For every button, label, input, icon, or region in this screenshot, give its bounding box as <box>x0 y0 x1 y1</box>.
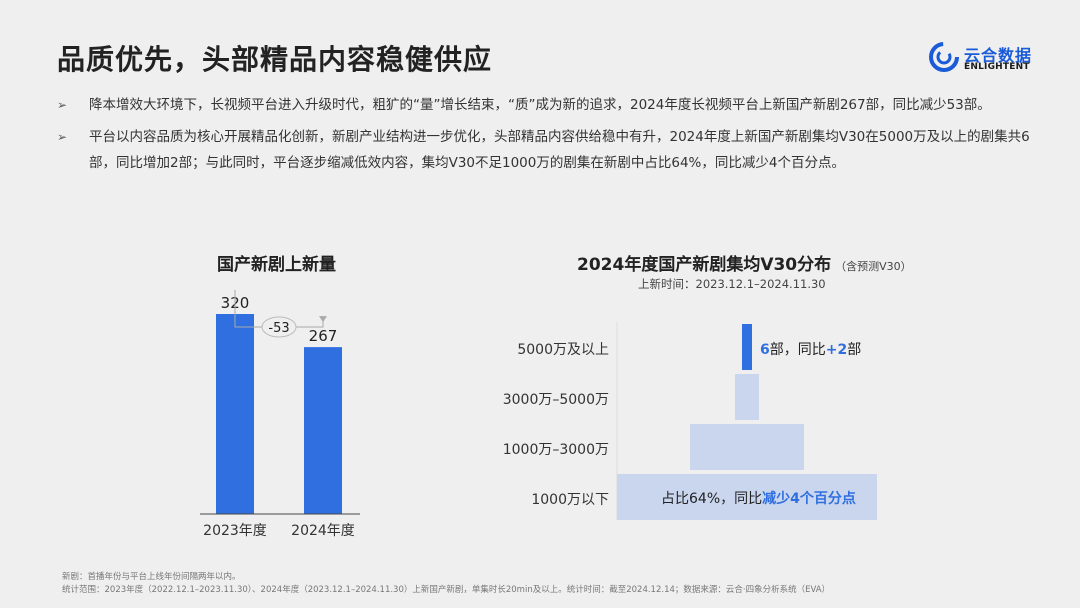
bullet-text-2: 平台以内容品质为核心开展精品化创新，新剧产业结构进一步优化，头部精品内容供给稳中… <box>89 129 1030 171</box>
logo-circle-icon <box>929 42 959 72</box>
annotation-top: 6部，同比+2部 <box>760 342 861 358</box>
y-tick-label: 1000万–3000万 <box>503 442 609 458</box>
x-tick-label: 2024年度 <box>291 523 355 539</box>
x-tick-label: 2023年度 <box>203 523 267 539</box>
funnel-bar-3 <box>690 424 804 470</box>
annotation-bottom-part: 减少4个百分点 <box>762 490 856 507</box>
funnel-bar-2 <box>735 374 759 420</box>
arrow-bullet-icon: ➢ <box>57 130 68 144</box>
arrow-bullet-icon: ➢ <box>57 98 68 112</box>
footer-notes: 新剧：首播年份与平台上线年份间隔两年以内。 统计范围：2023年度（2022.1… <box>62 571 830 597</box>
funnel-bar-4 <box>617 474 877 520</box>
diff-badge <box>261 316 297 338</box>
summary-bullets: ➢ 降本增效大环境下，长视频平台进入升级时代，粗犷的“量”增长结束，“质”成为新… <box>57 92 1037 182</box>
footer-line-1: 新剧：首播年份与平台上线年份间隔两年以内。 <box>62 572 241 582</box>
bullet-item-2: ➢ 平台以内容品质为核心开展精品化创新，新剧产业结构进一步优化，头部精品内容供给… <box>57 124 1037 176</box>
annotation-bottom-part: 占比64%，同比 <box>661 491 762 507</box>
bullet-text-1: 降本增效大环境下，长视频平台进入升级时代，粗犷的“量”增长结束，“质”成为新的追… <box>89 97 991 113</box>
y-tick-label: 5000万及以上 <box>517 342 609 358</box>
funnel-bar-1 <box>742 324 752 370</box>
left-chart-title: 国产新剧上新量 <box>217 255 336 275</box>
right-chart-title-main: 2024年度国产新剧集均V30分布 <box>577 255 832 275</box>
right-chart-title-note: （含预测V30） <box>835 260 912 273</box>
annotation-top-part: +2 <box>826 342 847 358</box>
bar-2024年度 <box>304 347 342 514</box>
right-chart-subtitle: 上新时间：2023.12.1–2024.11.30 <box>638 277 826 291</box>
y-tick-label: 1000万以下 <box>531 492 609 508</box>
footer-line-2: 统计范围：2023年度（2022.12.1–2023.11.30）、2024年度… <box>62 585 831 595</box>
logo-name-cn: 云合数据 <box>964 46 1033 65</box>
logo-name-en: ENLIGHTENT <box>964 62 1030 72</box>
right-chart-title: 2024年度国产新剧集均V30分布 （含预测V30） <box>577 250 912 275</box>
bar-2023年度 <box>216 314 254 514</box>
annotation-top-part: 部，同比 <box>770 342 826 358</box>
annotation-top-part: 6 <box>760 342 770 358</box>
brand-logo: 云合数据 ENLIGHTENT <box>928 41 1048 75</box>
annotation-top-part: 部 <box>847 342 861 358</box>
diff-label: -53 <box>268 321 289 336</box>
annotation-bottom: 占比64%，同比减少4个百分点 <box>661 490 856 507</box>
bar-value-label: 267 <box>309 327 338 345</box>
bullet-item-1: ➢ 降本增效大环境下，长视频平台进入升级时代，粗犷的“量”增长结束，“质”成为新… <box>57 92 1037 118</box>
y-tick-label: 3000万–5000万 <box>503 392 609 408</box>
page-title: 品质优先，头部精品内容稳健供应 <box>57 43 493 76</box>
diff-arrow-icon <box>319 316 327 323</box>
